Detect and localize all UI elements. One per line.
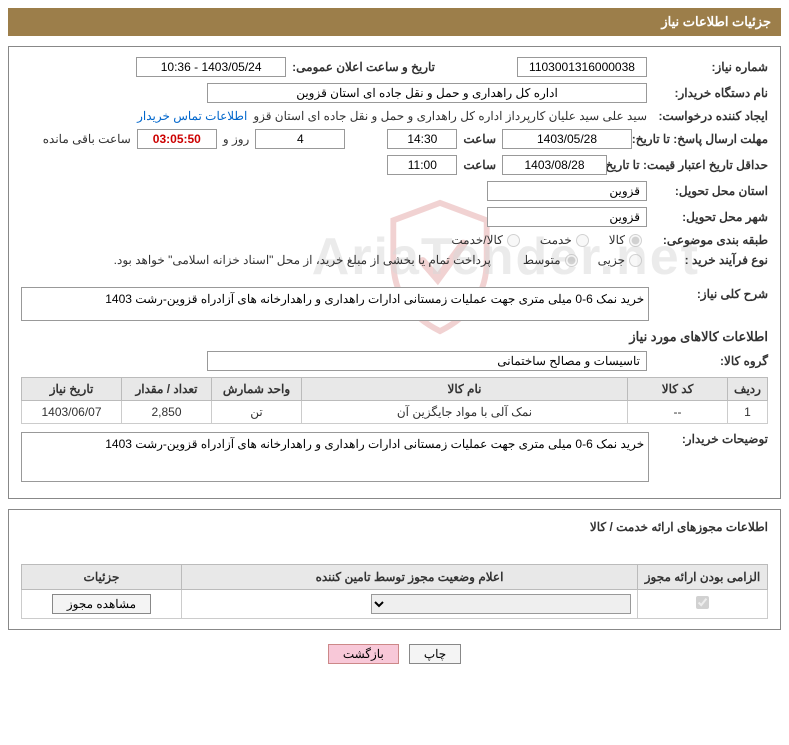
status-select[interactable]	[371, 594, 631, 614]
buyer-contact-link[interactable]: اطلاعات تماس خریدار	[137, 109, 247, 123]
buyer-note-label: توضیحات خریدار:	[655, 432, 768, 446]
deadline-label: مهلت ارسال پاسخ: تا تاریخ:	[638, 132, 768, 146]
license-table: الزامی بودن ارائه مجوز اعلام وضعیت مجوز …	[21, 564, 768, 619]
main-panel: AriaTender.net شماره نیاز: تاریخ و ساعت …	[8, 46, 781, 499]
col-qty-header: تعداد / مقدار	[122, 378, 212, 401]
countdown-field	[137, 129, 217, 149]
button-row: چاپ بازگشت	[8, 644, 781, 664]
lic-status-cell	[182, 590, 638, 619]
goods-group-label: گروه کالا:	[653, 354, 768, 368]
table-row: 1 -- نمک آلی با مواد جایگزین آن تن 2,850…	[22, 401, 768, 424]
col-row-header: ردیف	[728, 378, 768, 401]
days-remaining-field	[255, 129, 345, 149]
days-and-label: روز و	[223, 132, 250, 146]
province-label: استان محل تحویل:	[653, 184, 768, 198]
payment-note: پرداخت تمام یا بخشی از مبلغ خرید، از محل…	[114, 253, 491, 267]
deadline-date-field	[502, 129, 632, 149]
mandatory-checkbox	[696, 596, 709, 609]
print-button[interactable]: چاپ	[409, 644, 461, 664]
page-header: جزئیات اطلاعات نیاز	[8, 8, 781, 36]
cell-name: نمک آلی با مواد جایگزین آن	[302, 401, 628, 424]
category-radio-group: کالا خدمت کالا/خدمت	[451, 233, 642, 247]
lic-mandatory-cell	[638, 590, 768, 619]
goods-group-field	[207, 351, 647, 371]
category-goods-radio	[629, 234, 642, 247]
remain-label: ساعت باقی مانده	[43, 132, 131, 146]
cell-date: 1403/06/07	[22, 401, 122, 424]
category-both-item[interactable]: کالا/خدمت	[451, 233, 519, 247]
license-title: اطلاعات مجوزهای ارائه خدمت / کالا	[21, 520, 768, 534]
view-license-button[interactable]: مشاهده مجوز	[52, 594, 151, 614]
buyer-field	[207, 83, 647, 103]
category-goods-item[interactable]: کالا	[609, 233, 642, 247]
back-button[interactable]: بازگشت	[328, 644, 399, 664]
cell-row: 1	[728, 401, 768, 424]
goods-info-title: اطلاعات کالاهای مورد نیاز	[21, 329, 768, 345]
category-both-radio	[507, 234, 520, 247]
announce-field	[136, 57, 286, 77]
general-desc-label: شرح کلی نیاز:	[655, 287, 768, 301]
province-field	[487, 181, 647, 201]
col-name-header: نام کالا	[302, 378, 628, 401]
cell-qty: 2,850	[122, 401, 212, 424]
requester-label: ایجاد کننده درخواست:	[653, 109, 768, 123]
announce-label: تاریخ و ساعت اعلان عمومی:	[292, 60, 435, 74]
category-service-radio	[576, 234, 589, 247]
process-radio-group: جزیی متوسط	[523, 253, 642, 267]
city-label: شهر محل تحویل:	[653, 210, 768, 224]
need-number-label: شماره نیاز:	[653, 60, 768, 74]
page-title: جزئیات اطلاعات نیاز	[661, 14, 771, 29]
col-unit-header: واحد شمارش	[212, 378, 302, 401]
min-validity-time-label: ساعت	[463, 158, 496, 172]
lic-col-mandatory: الزامی بودن ارائه مجوز	[638, 565, 768, 590]
process-medium-label: متوسط	[523, 253, 561, 267]
deadline-time-field	[387, 129, 457, 149]
process-minor-label: جزیی	[598, 253, 625, 267]
col-date-header: تاریخ نیاز	[22, 378, 122, 401]
min-validity-label: حداقل تاریخ اعتبار قیمت: تا تاریخ:	[613, 158, 768, 172]
license-panel: اطلاعات مجوزهای ارائه خدمت / کالا الزامی…	[8, 509, 781, 630]
goods-table: ردیف کد کالا نام کالا واحد شمارش تعداد /…	[21, 377, 768, 424]
lic-details-cell: مشاهده مجوز	[22, 590, 182, 619]
requester-value: سید علی سید علیان کارپرداز اداره کل راهد…	[253, 109, 647, 123]
deadline-time-label: ساعت	[463, 132, 496, 146]
min-validity-time-field	[387, 155, 457, 175]
lic-col-details: جزئیات	[22, 565, 182, 590]
need-number-field	[517, 57, 647, 77]
process-medium-item[interactable]: متوسط	[523, 253, 578, 267]
min-validity-date-field	[502, 155, 607, 175]
process-minor-radio	[629, 254, 642, 267]
buyer-note-textarea	[21, 432, 649, 482]
city-field	[487, 207, 647, 227]
cell-code: --	[628, 401, 728, 424]
category-goods-label: کالا	[609, 233, 625, 247]
cell-unit: تن	[212, 401, 302, 424]
general-desc-textarea	[21, 287, 649, 321]
col-code-header: کد کالا	[628, 378, 728, 401]
process-minor-item[interactable]: جزیی	[598, 253, 642, 267]
buyer-label: نام دستگاه خریدار:	[653, 86, 768, 100]
category-service-label: خدمت	[540, 233, 572, 247]
category-label: طبقه بندی موضوعی:	[648, 233, 768, 247]
category-both-label: کالا/خدمت	[451, 233, 502, 247]
category-service-item[interactable]: خدمت	[540, 233, 589, 247]
process-label: نوع فرآیند خرید :	[648, 253, 768, 267]
lic-col-status: اعلام وضعیت مجوز توسط تامین کننده	[182, 565, 638, 590]
license-row: مشاهده مجوز	[22, 590, 768, 619]
process-medium-radio	[565, 254, 578, 267]
